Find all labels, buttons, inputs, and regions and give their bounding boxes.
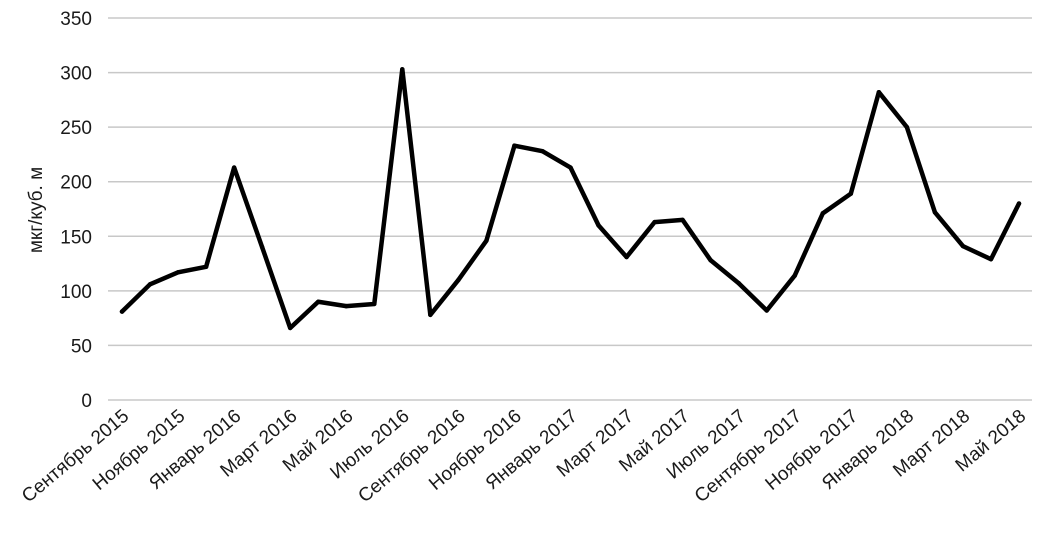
data-point xyxy=(932,210,938,215)
y-axis-title: мкг/куб. м xyxy=(26,167,47,253)
data-point xyxy=(764,308,769,313)
gridlines xyxy=(108,17,1032,401)
data-point xyxy=(876,90,882,95)
data-point xyxy=(540,148,545,154)
data-point xyxy=(848,191,854,196)
data-point xyxy=(960,243,966,249)
data-point xyxy=(792,273,797,278)
data-point xyxy=(904,124,910,130)
data-point xyxy=(652,219,657,225)
data-point xyxy=(680,217,685,223)
y-tick-label: 250 xyxy=(60,118,92,139)
data-point xyxy=(1016,201,1022,206)
y-tick-label: 300 xyxy=(60,64,92,85)
y-tick-label: 200 xyxy=(60,173,92,194)
data-point xyxy=(231,165,237,170)
series-line xyxy=(119,67,1022,331)
data-point xyxy=(568,165,573,170)
data-point xyxy=(259,245,265,250)
data-point xyxy=(175,270,181,275)
data-point xyxy=(372,301,377,307)
data-point xyxy=(708,258,713,263)
data-point xyxy=(820,211,825,216)
data-point xyxy=(596,223,601,228)
y-tick-label: 50 xyxy=(71,336,92,357)
y-tick-label: 100 xyxy=(60,282,92,303)
data-point xyxy=(344,303,349,309)
data-point xyxy=(456,277,461,283)
data-point xyxy=(988,257,994,262)
data-point xyxy=(400,67,405,72)
data-point xyxy=(736,281,741,286)
data-point xyxy=(428,312,433,318)
data-point xyxy=(287,325,293,331)
y-tick-label: 150 xyxy=(60,227,92,248)
data-point xyxy=(316,299,321,304)
y-axis: 0 50 100 150 200 250 300 350 xyxy=(60,9,92,412)
data-point xyxy=(624,254,629,260)
data-point xyxy=(484,238,489,243)
data-point xyxy=(203,264,209,270)
y-tick-label: 0 xyxy=(81,391,92,412)
y-tick-label: 350 xyxy=(60,9,92,30)
data-point xyxy=(119,309,125,314)
data-points xyxy=(119,67,1022,331)
data-point xyxy=(512,143,517,148)
data-point xyxy=(147,282,153,287)
